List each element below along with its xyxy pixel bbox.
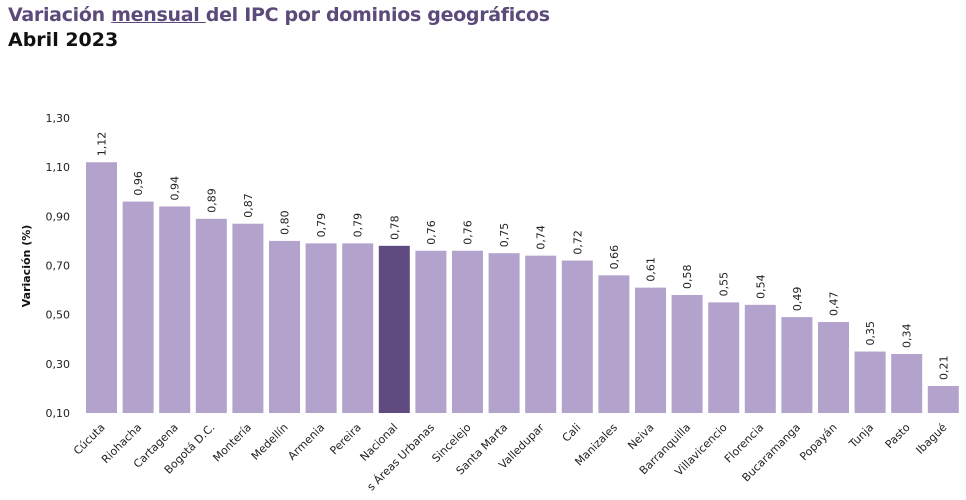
data-label: 0,72 — [571, 230, 584, 255]
y-axis-label: Variación (%) — [20, 225, 33, 308]
bar — [86, 162, 117, 413]
data-label: 0,21 — [937, 355, 950, 380]
x-tick-label: Cali — [560, 421, 584, 445]
data-label: 0,76 — [425, 220, 438, 245]
data-label: 0,35 — [864, 321, 877, 346]
y-tick-label: 0,30 — [46, 358, 71, 371]
bar — [671, 295, 703, 413]
bar — [269, 240, 300, 413]
data-label: 0,96 — [132, 171, 145, 196]
data-label: 0,58 — [681, 265, 694, 290]
x-tick-label: s Áreas Urbanas — [365, 421, 438, 494]
y-tick-label: 0,90 — [46, 210, 71, 223]
data-label: 0,66 — [608, 245, 621, 270]
bar — [927, 385, 959, 413]
title-part: Variación — [8, 4, 112, 26]
data-label: 0,34 — [901, 324, 914, 349]
data-label: 0,75 — [498, 223, 511, 247]
data-label: 0,94 — [169, 176, 182, 201]
x-tick-label: Armenia — [285, 421, 327, 463]
bar — [598, 275, 630, 413]
data-label: 0,76 — [462, 220, 475, 245]
x-tick-label: Popayán — [797, 421, 839, 463]
data-label: 0,87 — [242, 193, 255, 218]
x-tick-label: Pereira — [327, 421, 363, 457]
data-label: 0,49 — [791, 287, 804, 312]
y-tick-label: 1,10 — [46, 161, 71, 174]
x-tick-label: Montería — [210, 421, 254, 465]
bar — [378, 245, 410, 413]
bar — [635, 287, 666, 413]
y-tick-label: 1,30 — [46, 112, 71, 125]
title-part: del IPC por dominios geográficos — [205, 4, 550, 26]
chart-subtitle: Abril 2023 — [8, 29, 119, 51]
x-tick-label: Neiva — [625, 421, 656, 452]
y-tick-label: 0,50 — [46, 309, 71, 322]
x-tick-label: Medellín — [249, 421, 291, 463]
x-tick-label: Cúcuta — [71, 421, 108, 458]
bar — [744, 304, 776, 413]
bar — [195, 218, 227, 413]
bar — [452, 250, 483, 413]
bar — [708, 302, 740, 413]
bar — [525, 255, 557, 413]
bar — [342, 243, 374, 413]
bar — [891, 354, 923, 413]
data-label: 0,61 — [645, 257, 658, 282]
y-tick-label: 0,10 — [46, 407, 71, 420]
data-label: 0,79 — [352, 213, 365, 238]
bar — [159, 206, 191, 413]
data-label: 0,89 — [205, 188, 218, 213]
bar — [488, 253, 520, 413]
bar — [122, 201, 154, 413]
x-tick-label: Tunja — [846, 421, 876, 451]
x-tick-label: Ibagué — [914, 421, 950, 457]
data-label: 0,80 — [279, 210, 292, 235]
data-label: 0,55 — [718, 272, 731, 297]
data-label: 0,79 — [315, 213, 328, 238]
bar — [781, 317, 813, 413]
data-label: 0,78 — [388, 215, 401, 240]
bar — [854, 351, 886, 413]
chart-title: Variación mensual del IPC por dominios g… — [8, 4, 550, 26]
data-label: 1,12 — [96, 132, 109, 157]
bar — [561, 260, 593, 413]
bar — [415, 250, 447, 413]
data-label: 0,47 — [828, 292, 841, 317]
x-tick-label: Pasto — [883, 421, 913, 451]
title-underlined: mensual — [111, 4, 206, 26]
bar — [232, 223, 264, 413]
bar — [305, 243, 337, 413]
data-label: 0,74 — [535, 225, 548, 250]
bar — [818, 322, 849, 413]
y-tick-label: 0,70 — [46, 260, 71, 273]
data-label: 0,54 — [754, 274, 767, 299]
